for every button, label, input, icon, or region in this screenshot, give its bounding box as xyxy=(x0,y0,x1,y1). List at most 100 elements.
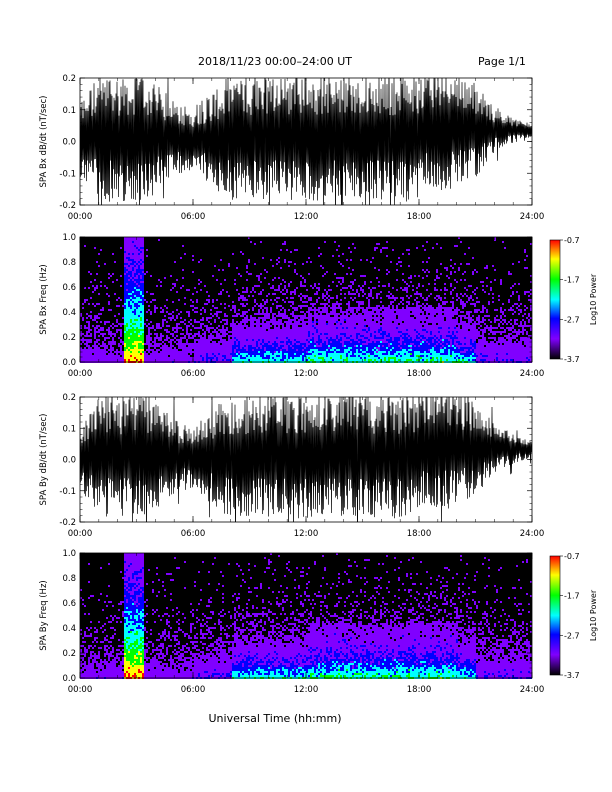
spectrogram-cell xyxy=(134,329,136,331)
spectrogram-cell xyxy=(378,333,380,335)
spectrogram-cell xyxy=(312,309,314,311)
spectrogram-cell xyxy=(350,319,352,321)
spectrogram-cell xyxy=(166,299,168,301)
spectrogram-cell xyxy=(246,355,248,357)
spectrogram-cell xyxy=(232,331,234,333)
spectrogram-cell xyxy=(154,355,156,357)
spectrogram-cell xyxy=(426,347,428,349)
spectrogram-cell xyxy=(308,335,310,337)
spectrogram-cell xyxy=(328,351,330,353)
spectrogram-cell xyxy=(402,335,404,337)
spectrogram-cell xyxy=(128,291,130,293)
spectrogram-cell xyxy=(428,307,430,309)
spectrogram-cell xyxy=(408,309,410,311)
spectrogram-cell xyxy=(96,357,98,359)
spectrogram-cell xyxy=(154,343,156,345)
spectrogram-cell xyxy=(124,339,126,341)
spectrogram-cell xyxy=(134,287,136,289)
spectrogram-cell xyxy=(368,319,370,321)
spectrogram-cell xyxy=(208,317,210,319)
spectrogram-cell xyxy=(220,311,222,313)
spectrogram-cell xyxy=(328,341,330,343)
spectrogram-cell xyxy=(290,323,292,325)
spectrogram-cell xyxy=(100,349,102,351)
spectrogram-cell xyxy=(244,353,246,355)
spectrogram-cell xyxy=(362,319,364,321)
spectrogram-cell xyxy=(132,277,134,279)
spectrogram-cell xyxy=(370,325,372,327)
spectrogram-cell xyxy=(406,311,408,313)
spectrogram-cell xyxy=(342,253,344,255)
spectrogram-cell xyxy=(290,297,292,299)
spectrogram-cell xyxy=(134,303,136,305)
spectrogram-cell xyxy=(424,331,426,333)
spectrogram-cell xyxy=(326,311,328,313)
spectrogram-cell xyxy=(352,325,354,327)
spectrogram-cell xyxy=(132,271,134,273)
spectrogram-cell xyxy=(210,309,212,311)
spectrogram-cell xyxy=(166,357,168,359)
spectrogram-cell xyxy=(80,349,82,351)
spectrogram-cell xyxy=(340,325,342,327)
spectrogram-cell xyxy=(386,353,388,355)
spectrogram-cell xyxy=(248,273,250,275)
spectrogram-cell xyxy=(370,351,372,353)
y-tick-label: 0.2 xyxy=(62,74,76,84)
spectrogram-cell xyxy=(208,341,210,343)
spectrogram-cell xyxy=(204,325,206,327)
spectrogram-cell xyxy=(350,309,352,311)
spectrogram-cell xyxy=(240,349,242,351)
spectrogram-cell xyxy=(288,309,290,311)
spectrogram-cell xyxy=(414,357,416,359)
spectrogram-cell xyxy=(262,333,264,335)
spectrogram-cell xyxy=(154,345,156,347)
spectrogram-cell xyxy=(282,315,284,317)
spectrogram-cell xyxy=(208,339,210,341)
spectrogram-cell xyxy=(136,301,138,303)
spectrogram-cell xyxy=(360,329,362,331)
spectrogram-cell xyxy=(268,335,270,337)
spectrogram-cell xyxy=(390,359,392,361)
spectrogram-cell xyxy=(144,355,146,357)
spectrogram-cell xyxy=(384,321,386,323)
spectrogram-cell xyxy=(140,285,142,287)
spectrogram-cell xyxy=(302,327,304,329)
spectrogram-cell xyxy=(138,269,140,271)
spectrogram-cell xyxy=(142,293,144,295)
spectrogram-cell xyxy=(92,355,94,357)
spectrogram-cell xyxy=(318,283,320,285)
spectrogram-cell xyxy=(348,351,350,353)
spectrogram-cell xyxy=(340,357,342,359)
spectrogram-cell xyxy=(330,341,332,343)
spectrogram-cell xyxy=(428,327,430,329)
spectrogram-cell xyxy=(380,355,382,357)
spectrogram-cell xyxy=(126,311,128,313)
spectrogram-cell xyxy=(142,347,144,349)
spectrogram-cell xyxy=(198,343,200,345)
spectrogram-cell xyxy=(322,267,324,269)
spectrogram-cell xyxy=(324,325,326,327)
spectrogram-cell xyxy=(360,325,362,327)
spectrogram-cell xyxy=(292,341,294,343)
spectrogram-cell xyxy=(410,323,412,325)
spectrogram-cell xyxy=(270,309,272,311)
spectrogram-cell xyxy=(162,347,164,349)
spectrogram-cell xyxy=(202,355,204,357)
spectrogram-cell xyxy=(388,309,390,311)
spectrogram-cell xyxy=(326,347,328,349)
spectrogram-cell xyxy=(346,337,348,339)
spectrogram-cell xyxy=(132,269,134,271)
spectrogram-cell xyxy=(334,327,336,329)
spectrogram-cell xyxy=(276,301,278,303)
spectrogram-cell xyxy=(312,343,314,345)
spectrogram-cell xyxy=(266,317,268,319)
spectrogram-cell xyxy=(306,351,308,353)
spectrogram-cell xyxy=(142,329,144,331)
spectrogram-cell xyxy=(106,359,108,361)
spectrogram-cell xyxy=(186,325,188,327)
spectrogram-cell xyxy=(214,319,216,321)
spectrogram-cell xyxy=(92,325,94,327)
spectrogram-cell xyxy=(240,323,242,325)
spectrogram-cell xyxy=(410,327,412,329)
spectrogram-cell xyxy=(292,349,294,351)
